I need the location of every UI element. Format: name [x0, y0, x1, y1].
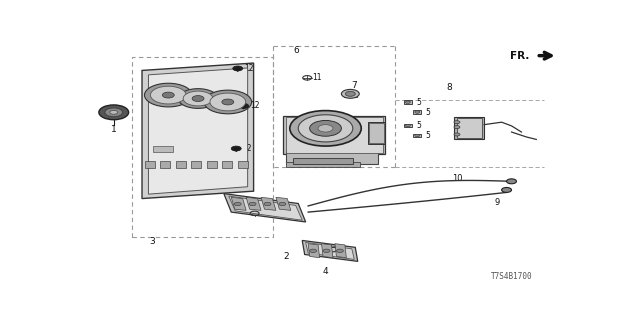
Bar	[237, 161, 248, 169]
Circle shape	[234, 202, 241, 206]
Bar	[457, 118, 482, 138]
Circle shape	[222, 99, 234, 105]
Bar	[286, 117, 383, 153]
Circle shape	[231, 146, 241, 151]
Text: 5: 5	[426, 108, 431, 116]
Bar	[284, 116, 385, 154]
Circle shape	[233, 66, 243, 71]
Circle shape	[279, 202, 286, 206]
Text: 7: 7	[351, 81, 356, 90]
Bar	[207, 161, 217, 169]
Bar	[413, 110, 421, 114]
Circle shape	[264, 202, 271, 206]
Circle shape	[192, 96, 204, 101]
Circle shape	[99, 105, 129, 120]
Circle shape	[105, 108, 123, 117]
Text: FR.: FR.	[511, 51, 530, 61]
Text: 11: 11	[312, 73, 322, 82]
Circle shape	[346, 92, 355, 96]
Text: 11: 11	[337, 245, 347, 254]
Polygon shape	[224, 194, 306, 222]
Polygon shape	[261, 197, 276, 210]
Circle shape	[239, 103, 249, 108]
Text: T7S4B1700: T7S4B1700	[491, 272, 532, 281]
Polygon shape	[306, 243, 355, 260]
Bar	[191, 161, 201, 169]
Polygon shape	[148, 68, 248, 194]
Circle shape	[405, 101, 410, 103]
Bar	[161, 161, 170, 169]
Circle shape	[323, 249, 330, 252]
Bar	[145, 161, 155, 169]
Text: 11: 11	[259, 206, 268, 215]
Text: 8: 8	[447, 83, 452, 92]
Circle shape	[178, 89, 218, 108]
Bar	[132, 57, 273, 237]
Bar	[286, 150, 378, 164]
Circle shape	[145, 83, 192, 107]
Text: 10: 10	[452, 174, 462, 183]
Polygon shape	[236, 68, 240, 72]
Circle shape	[454, 133, 460, 136]
Circle shape	[249, 202, 256, 206]
Circle shape	[210, 93, 246, 111]
Circle shape	[502, 188, 511, 192]
Circle shape	[310, 120, 341, 136]
Text: 12: 12	[250, 101, 259, 110]
Text: 3: 3	[149, 237, 155, 246]
Circle shape	[454, 126, 460, 129]
Polygon shape	[302, 240, 358, 261]
Circle shape	[290, 111, 361, 146]
Bar	[222, 161, 232, 169]
Text: 4: 4	[323, 268, 328, 276]
Circle shape	[337, 249, 344, 252]
Polygon shape	[246, 197, 261, 210]
Bar	[404, 124, 412, 127]
Circle shape	[405, 124, 410, 127]
Circle shape	[415, 134, 420, 137]
Circle shape	[150, 86, 186, 104]
Text: 9: 9	[494, 198, 499, 207]
Text: 12: 12	[244, 64, 253, 73]
Circle shape	[204, 90, 252, 114]
Circle shape	[183, 91, 213, 106]
Bar	[454, 117, 484, 140]
Polygon shape	[241, 106, 246, 109]
Polygon shape	[335, 244, 346, 258]
Polygon shape	[308, 244, 319, 258]
Bar	[344, 94, 356, 97]
Bar	[176, 161, 186, 169]
Bar	[413, 134, 421, 137]
Text: 12: 12	[243, 144, 252, 153]
Text: 5: 5	[417, 98, 421, 107]
Circle shape	[341, 89, 359, 98]
Circle shape	[507, 179, 516, 184]
Circle shape	[328, 247, 337, 252]
Circle shape	[163, 92, 174, 98]
Bar	[369, 124, 383, 143]
Polygon shape	[234, 148, 239, 152]
Circle shape	[110, 110, 118, 114]
Polygon shape	[231, 197, 246, 210]
Polygon shape	[142, 63, 253, 198]
Bar	[154, 146, 173, 152]
Polygon shape	[276, 197, 291, 210]
Circle shape	[298, 115, 353, 142]
Bar	[367, 122, 385, 144]
Bar	[404, 100, 412, 104]
Text: 6: 6	[293, 46, 299, 55]
Polygon shape	[229, 196, 302, 220]
Circle shape	[454, 121, 460, 124]
Circle shape	[318, 124, 333, 132]
Bar	[286, 162, 360, 166]
Bar	[293, 158, 353, 164]
Text: 2: 2	[283, 252, 289, 261]
Polygon shape	[321, 244, 333, 258]
Text: 5: 5	[417, 121, 421, 130]
Text: 5: 5	[426, 131, 431, 140]
Circle shape	[415, 111, 420, 113]
Circle shape	[310, 249, 317, 252]
Text: 1: 1	[111, 125, 116, 134]
